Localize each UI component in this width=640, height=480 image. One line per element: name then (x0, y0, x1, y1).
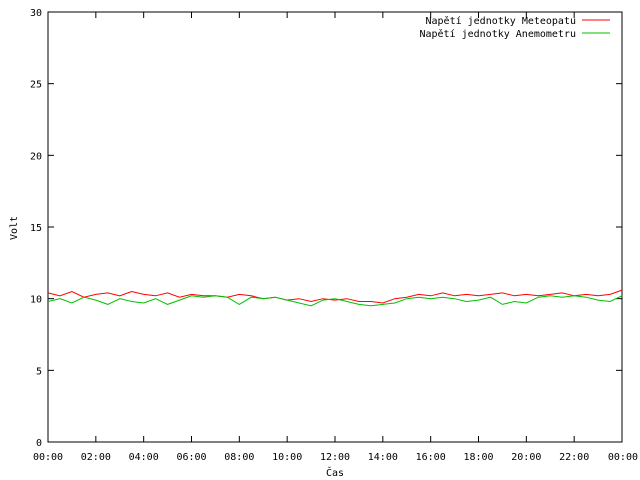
x-tick-label: 00:00 (33, 452, 63, 463)
y-tick-label: 25 (30, 80, 42, 91)
x-tick-label: 08:00 (224, 452, 254, 463)
x-tick-label: 00:00 (608, 452, 638, 463)
legend-label: Napětí jednotky Anemometru (419, 28, 576, 40)
x-tick-label: 22:00 (559, 452, 589, 463)
x-tick-label: 10:00 (272, 452, 302, 463)
x-tick-label: 14:00 (368, 452, 398, 463)
series-line-2 (47, 295, 623, 307)
x-axis-label: Čas (326, 466, 344, 479)
y-tick-label: 10 (30, 295, 42, 306)
x-tick-label: 04:00 (129, 452, 159, 463)
x-axis-ticks: 00:00 02:00 04:00 06:00 08:00 10:00 12:00 14:00… (33, 12, 638, 463)
y-axis-ticks: 0 5 10 15 20 25 30 (30, 8, 622, 449)
y-tick-label: 20 (30, 151, 42, 162)
series-lines (47, 289, 623, 307)
y-tick-label: 5 (36, 366, 42, 377)
plot-frame (47, 11, 623, 443)
x-tick-label: 16:00 (416, 452, 446, 463)
y-tick-label: 0 (36, 438, 42, 449)
x-tick-label: 18:00 (463, 452, 493, 463)
x-tick-label: 20:00 (511, 452, 541, 463)
x-tick-label: 02:00 (81, 452, 111, 463)
x-tick-label: 06:00 (176, 452, 206, 463)
series-line-1 (47, 289, 623, 304)
y-tick-label: 30 (30, 8, 42, 19)
y-tick-label: 15 (30, 223, 42, 234)
legend-label: Napětí jednotky Meteopatu (425, 15, 576, 27)
x-tick-label: 12:00 (320, 452, 350, 463)
y-axis-label: Volt (9, 216, 20, 240)
